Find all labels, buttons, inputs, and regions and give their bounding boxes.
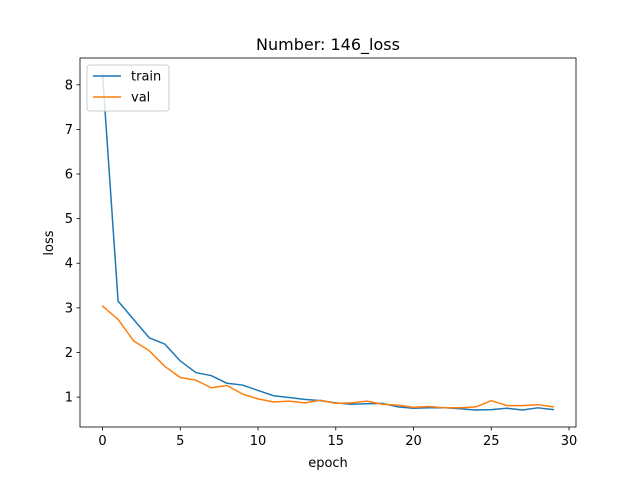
y-tick-label: 5 xyxy=(65,212,73,227)
x-tick-label: 15 xyxy=(328,434,345,449)
chart-title: Number: 146_loss xyxy=(256,35,400,55)
x-axis-label: epoch xyxy=(308,456,348,471)
y-axis: 1 2 3 4 5 6 7 8 xyxy=(65,78,80,406)
y-tick-label: 1 xyxy=(65,391,73,406)
series-layer xyxy=(101,73,555,411)
legend-label-val: val xyxy=(131,91,150,106)
y-tick-label: 7 xyxy=(65,123,73,138)
plot-frame xyxy=(79,57,577,428)
y-tick-label: 8 xyxy=(65,78,73,93)
y-tick-label: 3 xyxy=(65,301,73,316)
x-tick-label: 20 xyxy=(405,434,422,449)
x-tick-label: 10 xyxy=(250,434,267,449)
x-axis: 0 5 10 15 20 25 30 xyxy=(98,427,577,449)
x-tick-label: 0 xyxy=(98,434,106,449)
x-tick-label: 5 xyxy=(176,434,184,449)
legend: train val xyxy=(86,64,170,112)
series-line-val xyxy=(101,305,555,409)
y-axis-label: loss xyxy=(42,230,57,255)
x-tick-label: 25 xyxy=(483,434,500,449)
legend-label-train: train xyxy=(131,70,161,85)
y-tick-label: 2 xyxy=(65,346,73,361)
y-tick-label: 4 xyxy=(65,257,73,272)
y-tick-label: 6 xyxy=(65,168,73,183)
x-tick-label: 30 xyxy=(561,434,578,449)
